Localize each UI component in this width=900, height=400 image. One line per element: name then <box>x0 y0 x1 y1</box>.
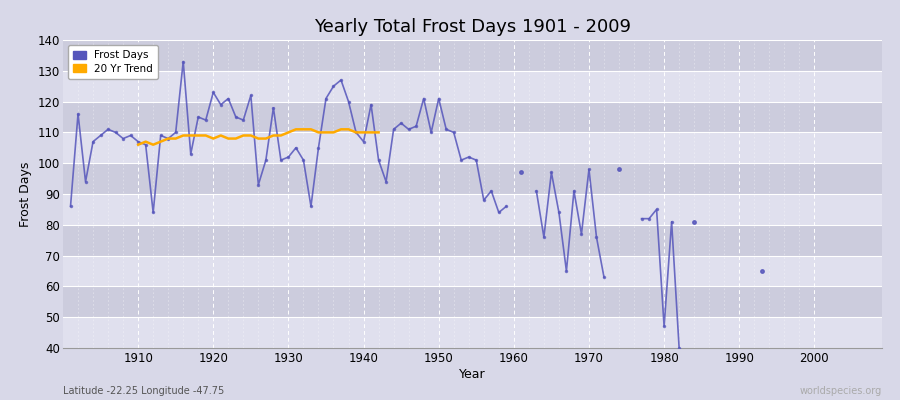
Y-axis label: Frost Days: Frost Days <box>19 161 32 227</box>
Bar <box>63 256 882 286</box>
Title: Yearly Total Frost Days 1901 - 2009: Yearly Total Frost Days 1901 - 2009 <box>314 18 631 36</box>
Bar <box>63 163 882 194</box>
Bar <box>63 40 882 71</box>
Text: Latitude -22.25 Longitude -47.75: Latitude -22.25 Longitude -47.75 <box>63 386 224 396</box>
Bar <box>63 225 882 256</box>
Bar <box>63 132 882 163</box>
Bar <box>63 71 882 102</box>
Bar <box>63 194 882 225</box>
Bar <box>63 102 882 132</box>
Legend: Frost Days, 20 Yr Trend: Frost Days, 20 Yr Trend <box>68 45 158 79</box>
X-axis label: Year: Year <box>459 368 486 381</box>
Text: worldspecies.org: worldspecies.org <box>800 386 882 396</box>
Bar <box>63 317 882 348</box>
Bar <box>63 286 882 317</box>
